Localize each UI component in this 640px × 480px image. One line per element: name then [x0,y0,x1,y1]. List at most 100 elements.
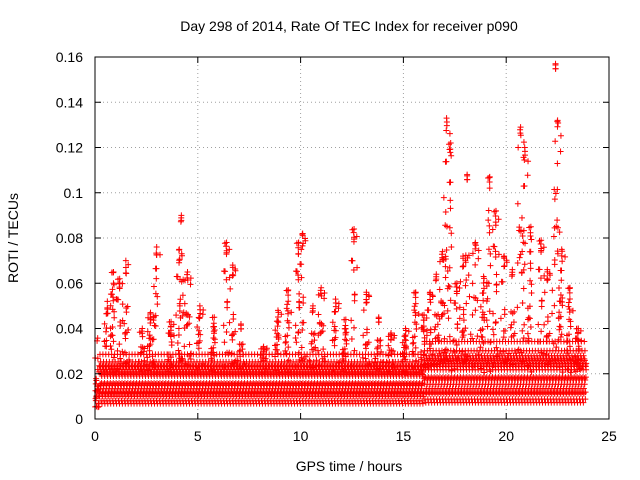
data-point [554,160,561,167]
data-point [300,294,307,301]
data-point [110,280,117,287]
data-point [196,315,203,322]
data-point [298,261,305,268]
data-point [123,309,130,316]
data-point [412,290,419,297]
data-point [460,311,467,318]
data-point [335,305,342,312]
data-point [527,229,534,236]
data-point [447,146,454,153]
data-point [527,324,534,331]
data-point [441,335,448,342]
data-point [227,285,234,292]
data-point [565,299,572,306]
data-point [517,124,524,131]
data-point [557,132,564,139]
data-point [528,281,535,288]
data-point [294,268,301,275]
data-point [122,329,129,336]
data-point [497,315,504,322]
data-point [556,323,563,330]
data-point [557,148,564,155]
data-point [300,300,307,307]
data-point [385,342,392,349]
data-point [486,185,493,192]
data-point [284,287,291,294]
y-tick-labels: 0 0.02 0.04 0.06 0.08 0.1 0.12 0.14 0.16 [56,49,83,427]
data-point [541,321,548,328]
data-point [351,297,358,304]
data-point [555,120,562,127]
data-point [517,126,524,133]
data-point [224,304,231,311]
data-point [348,335,355,342]
data-point [554,217,561,224]
data-point [519,327,526,334]
data-point [475,255,482,262]
data-point [447,197,454,204]
data-point [282,347,289,354]
data-point [480,339,487,346]
data-point [566,296,573,303]
data-point [427,299,434,306]
data-point [448,152,455,159]
data-point [446,333,453,340]
data-point [197,310,204,317]
data-point [480,290,487,297]
data-point [332,303,339,310]
data-point [519,300,526,307]
data-point [374,345,381,352]
data-point [485,217,492,224]
data-point [457,278,464,285]
data-point [552,65,559,72]
data-point [299,319,306,326]
data-point [487,262,494,269]
data-point [275,319,282,326]
data-point [211,336,218,343]
x-tick-label: 15 [396,428,412,444]
data-point [315,311,322,318]
data-point [524,172,531,179]
data-point [544,318,551,325]
data-point [490,331,497,338]
y-tick-label: 0.02 [56,366,83,382]
data-point [299,231,306,238]
data-point [436,286,443,293]
data-point [173,312,180,319]
data-point [116,285,123,292]
data-point [447,205,454,212]
data-point [351,291,358,298]
data-point [528,236,535,243]
data-point [313,357,320,364]
data-point [550,233,557,240]
data-point [443,122,450,129]
data-point [102,328,109,335]
x-tick-label: 5 [194,428,202,444]
data-point [419,400,426,407]
data-point [187,355,194,362]
data-point [292,334,299,341]
data-point [293,339,300,346]
data-point [558,277,565,284]
data-point [283,338,290,345]
data-point [527,248,534,255]
data-point [443,247,450,254]
data-point [566,285,573,292]
data-point [295,250,302,257]
data-point [342,322,349,329]
data-point [472,261,479,268]
data-point [94,355,101,362]
data-point [123,270,130,277]
data-point [309,309,316,316]
data-point [181,343,188,350]
data-point [432,277,439,284]
x-axis-label: GPS time / hours [296,458,403,474]
data-point [474,347,481,354]
data-point [94,335,101,342]
data-point [485,207,492,214]
data-point [375,319,382,326]
data-point [520,285,527,292]
data-point [223,329,230,336]
data-point [452,300,459,307]
data-point [104,310,111,317]
